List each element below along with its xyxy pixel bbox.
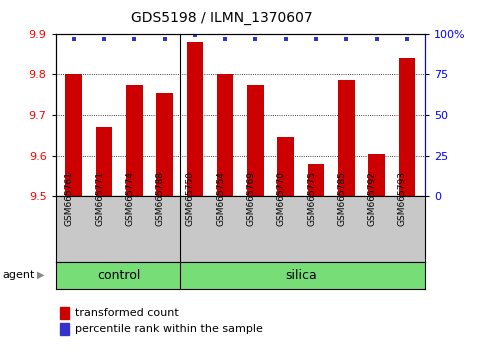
Bar xyxy=(338,80,355,196)
Bar xyxy=(186,42,203,196)
Bar xyxy=(96,127,113,196)
Text: control: control xyxy=(98,269,141,282)
Bar xyxy=(398,58,415,196)
Bar xyxy=(126,85,142,196)
Text: GDS5198 / ILMN_1370607: GDS5198 / ILMN_1370607 xyxy=(131,11,313,25)
Point xyxy=(373,36,381,41)
Text: GSM665769: GSM665769 xyxy=(246,171,256,226)
Point xyxy=(100,36,108,41)
Point xyxy=(191,33,199,38)
Bar xyxy=(217,74,233,196)
Text: GSM665754: GSM665754 xyxy=(216,171,225,226)
Bar xyxy=(156,93,173,196)
Text: GSM665770: GSM665770 xyxy=(277,171,286,226)
Point xyxy=(312,36,320,41)
Point xyxy=(130,36,138,41)
Text: ▶: ▶ xyxy=(37,270,45,280)
Text: GSM665761: GSM665761 xyxy=(65,171,74,226)
Point xyxy=(252,36,259,41)
Text: silica: silica xyxy=(285,269,317,282)
Point xyxy=(161,36,169,41)
Text: GSM665792: GSM665792 xyxy=(368,171,377,226)
Point xyxy=(70,36,78,41)
Point xyxy=(342,36,350,41)
Text: GSM665750: GSM665750 xyxy=(186,171,195,226)
Bar xyxy=(277,137,294,196)
Bar xyxy=(65,74,82,196)
Text: agent: agent xyxy=(2,270,35,280)
Text: percentile rank within the sample: percentile rank within the sample xyxy=(75,324,263,334)
Bar xyxy=(368,154,385,196)
Text: transformed count: transformed count xyxy=(75,308,179,318)
Text: GSM665788: GSM665788 xyxy=(156,171,165,226)
Bar xyxy=(247,85,264,196)
Text: GSM665774: GSM665774 xyxy=(125,171,134,226)
Text: GSM665793: GSM665793 xyxy=(398,171,407,226)
Point xyxy=(221,36,229,41)
Point xyxy=(282,36,290,41)
Text: GSM665785: GSM665785 xyxy=(337,171,346,226)
Text: GSM665771: GSM665771 xyxy=(95,171,104,226)
Text: GSM665775: GSM665775 xyxy=(307,171,316,226)
Bar xyxy=(308,164,325,196)
Point xyxy=(403,36,411,41)
